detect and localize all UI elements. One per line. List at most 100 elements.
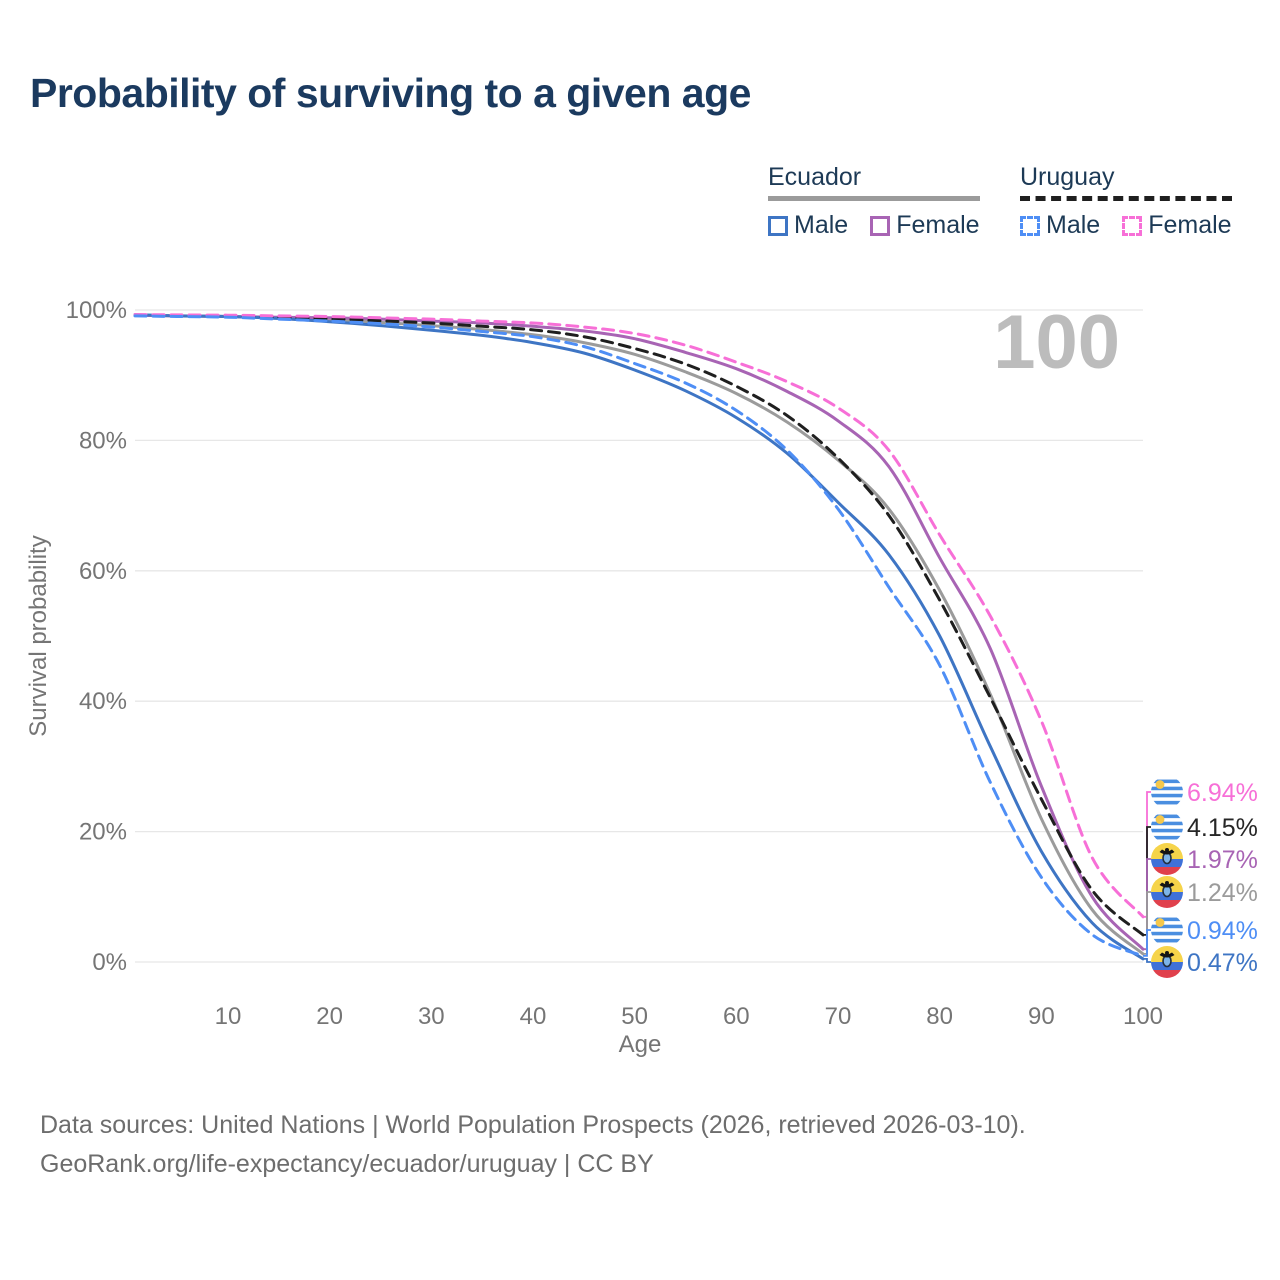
legend-item-label: Female <box>896 211 980 239</box>
legend-group-uruguay: Uruguay Male Female <box>1020 163 1232 240</box>
end-label-value: 0.94% <box>1187 917 1258 945</box>
y-tick-label-80: 80% <box>79 427 127 454</box>
flag-stripe <box>1151 938 1183 943</box>
flag-stripe <box>1151 835 1183 840</box>
end-label-ecuador: 1.24% <box>1143 876 1258 955</box>
legend-item-label: Male <box>794 211 849 239</box>
flag-ecuador-icon <box>1151 843 1183 875</box>
flag-stripe <box>1151 814 1183 819</box>
flag-stripe <box>1151 924 1183 929</box>
flag-red-band <box>1151 970 1183 978</box>
age-watermark: 100 <box>993 300 1120 385</box>
x-tick-label-70: 70 <box>825 1003 852 1030</box>
end-label-value: 4.15% <box>1187 814 1258 842</box>
legend-item-uruguay-male: Male <box>1020 211 1100 240</box>
series-line-ecuador-male <box>133 313 1145 961</box>
end-label-uruguay-male: 0.94% <box>1143 914 1258 957</box>
series-line-ecuador-female <box>133 313 1145 951</box>
attribution-line: GeoRank.org/life-expectancy/ecuador/urug… <box>40 1150 654 1178</box>
legend-items-ecuador: Male Female <box>768 211 980 240</box>
end-label-connector <box>1143 958 1151 963</box>
legend-item-ecuador-male: Male <box>768 211 848 240</box>
y-tick-label-0: 0% <box>92 949 127 976</box>
series-line-ecuador <box>133 313 1145 956</box>
legend-item-label: Male <box>1046 211 1101 239</box>
legend-ecuador-underline-swatch <box>768 196 980 201</box>
end-label-connector <box>1143 929 1151 957</box>
flag-stripe <box>1151 931 1183 936</box>
flag-sun <box>1155 780 1165 789</box>
legend-item-uruguay-female: Female <box>1122 211 1232 240</box>
data-sources-line: Data sources: United Nations | World Pop… <box>40 1111 1026 1139</box>
end-label-uruguay-female: 6.94% <box>1143 776 1258 918</box>
ecuador-female-swatch-icon <box>870 215 891 236</box>
flag-stripe <box>1151 786 1183 791</box>
series-line-uruguay <box>133 313 1145 937</box>
flag-sun <box>1155 815 1165 824</box>
y-tick-label-100: 100% <box>66 297 127 324</box>
ecuador-male-swatch-icon <box>768 215 788 236</box>
end-label-value: 1.97% <box>1187 846 1258 874</box>
flag-art <box>1151 811 1183 843</box>
series-line-uruguay-male <box>133 314 1145 958</box>
flag-art <box>1151 946 1183 978</box>
series-line-uruguay-female <box>133 313 1145 919</box>
end-label-ecuador-male: 0.47% <box>1143 946 1258 978</box>
x-tick-label-40: 40 <box>520 1003 547 1030</box>
legend-group-uruguay-header: Uruguay <box>1020 163 1232 201</box>
flag-red-band <box>1151 900 1183 908</box>
legend-item-label: Female <box>1148 211 1232 239</box>
x-axis-title: Age <box>619 1031 662 1058</box>
end-label-value: 0.47% <box>1187 949 1258 977</box>
legend-group-ecuador-header: Ecuador <box>768 163 980 201</box>
flag-stripe <box>1151 779 1183 784</box>
legend-item-ecuador-female: Female <box>870 211 980 240</box>
flag-stripe <box>1151 828 1183 833</box>
flag-stripe <box>1151 793 1183 798</box>
flag-stripe <box>1151 917 1183 922</box>
flag-uruguay-icon <box>1151 811 1183 843</box>
y-tick-label-60: 60% <box>79 558 127 585</box>
flag-condor-head <box>1165 881 1169 885</box>
y-axis-title: Survival probability <box>25 535 52 736</box>
flag-uruguay-icon <box>1151 914 1183 946</box>
flag-uruguay-icon <box>1151 776 1183 808</box>
x-tick-label-100: 100 <box>1123 1003 1163 1030</box>
flag-art <box>1151 776 1183 808</box>
x-tick-label-50: 50 <box>621 1003 648 1030</box>
x-tick-label-90: 90 <box>1028 1003 1055 1030</box>
flag-red-band <box>1151 867 1183 875</box>
end-label-value: 6.94% <box>1187 779 1258 807</box>
flag-stripe <box>1151 800 1183 805</box>
x-tick-label-80: 80 <box>926 1003 953 1030</box>
flag-art <box>1151 843 1183 875</box>
y-tick-label-20: 20% <box>79 819 127 846</box>
y-tick-label-40: 40% <box>79 688 127 715</box>
flag-ecuador-icon <box>1151 876 1183 908</box>
page-title: Probability of surviving to a given age <box>30 70 751 116</box>
legend-group-ecuador: Ecuador Male Female <box>768 163 980 240</box>
flag-stripe <box>1151 821 1183 826</box>
legend-group-uruguay-label: Uruguay <box>1020 163 1115 191</box>
flag-condor-head <box>1165 951 1169 955</box>
end-label-uruguay: 4.15% <box>1143 811 1258 936</box>
x-tick-label-60: 60 <box>723 1003 750 1030</box>
uruguay-female-swatch-icon <box>1122 215 1143 236</box>
flag-condor-head <box>1165 848 1169 852</box>
x-tick-label-10: 10 <box>215 1003 242 1030</box>
legend-uruguay-underline-swatch <box>1020 196 1232 201</box>
legend-group-ecuador-label: Ecuador <box>768 163 862 191</box>
flag-art <box>1151 914 1183 946</box>
legend-items-uruguay: Male Female <box>1020 211 1232 240</box>
end-label-value: 1.24% <box>1187 879 1258 907</box>
uruguay-male-swatch-icon <box>1020 215 1040 236</box>
chart-footer: Data sources: United Nations | World Pop… <box>40 1106 1026 1184</box>
end-label-connector <box>1143 891 1151 955</box>
flag-sun <box>1155 918 1165 927</box>
x-tick-label-20: 20 <box>316 1003 343 1030</box>
flag-art <box>1151 876 1183 908</box>
x-tick-label-30: 30 <box>418 1003 445 1030</box>
flag-ecuador-icon <box>1151 946 1183 978</box>
